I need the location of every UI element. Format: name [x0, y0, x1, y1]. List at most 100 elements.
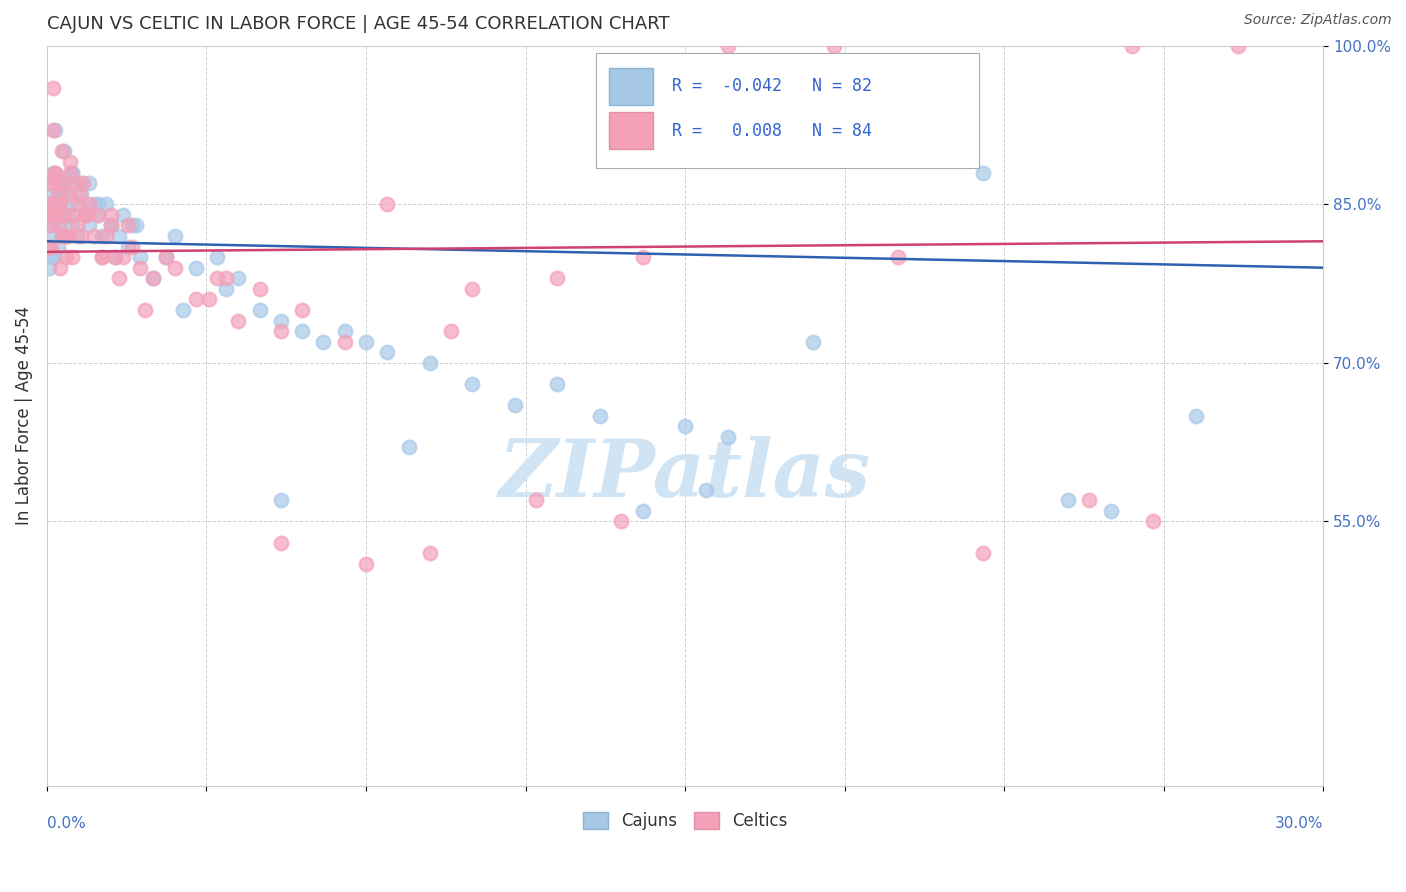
Text: R =   0.008   N = 84: R = 0.008 N = 84 [672, 122, 872, 140]
Point [39, 197, 62, 211]
Point [291, 303, 314, 318]
Point [503, 398, 526, 412]
Point [121, 219, 143, 233]
Text: Source: ZipAtlas.com: Source: ZipAtlas.com [1244, 13, 1392, 28]
Point [44, 123, 66, 137]
Point [48, 176, 70, 190]
Point [96, 229, 118, 244]
Text: 0.0%: 0.0% [46, 816, 86, 831]
Point [91, 229, 114, 244]
Point [270, 493, 292, 508]
Point [100, 219, 122, 233]
Point [134, 303, 156, 318]
Point [972, 546, 994, 560]
Point [38, 260, 60, 275]
Text: 30.0%: 30.0% [1275, 816, 1323, 831]
Point [56, 186, 79, 201]
Point [70, 176, 93, 190]
Point [39, 176, 62, 190]
Point [55, 250, 77, 264]
Point [91, 250, 114, 264]
Point [62, 165, 84, 179]
Point [163, 229, 186, 244]
Point [67, 197, 90, 211]
Point [45, 176, 67, 190]
Point [46, 186, 69, 201]
Point [419, 546, 441, 560]
Point [375, 197, 398, 211]
Point [51, 176, 73, 190]
Point [66, 229, 89, 244]
Point [117, 219, 139, 233]
Point [62, 165, 84, 179]
Point [44, 197, 66, 211]
Point [354, 557, 377, 571]
Point [51, 229, 73, 244]
Point [52, 145, 75, 159]
Point [205, 271, 228, 285]
Point [39, 239, 62, 253]
FancyBboxPatch shape [609, 112, 654, 149]
Point [1121, 38, 1143, 53]
Point [38, 239, 60, 253]
Point [46, 208, 69, 222]
Point [249, 303, 271, 318]
Point [117, 239, 139, 253]
Point [631, 504, 654, 518]
Point [163, 260, 186, 275]
Point [197, 293, 219, 307]
Point [56, 208, 79, 222]
Point [546, 271, 568, 285]
Point [39, 219, 62, 233]
Point [270, 535, 292, 549]
Point [52, 208, 75, 222]
Point [83, 197, 105, 211]
Point [51, 176, 73, 190]
Point [76, 208, 98, 222]
Point [1099, 504, 1122, 518]
Point [972, 165, 994, 179]
Point [52, 229, 75, 244]
Point [184, 293, 207, 307]
Point [38, 219, 60, 233]
Point [44, 208, 66, 222]
Legend: Cajuns, Celtics: Cajuns, Celtics [576, 805, 794, 837]
Point [104, 250, 127, 264]
Point [96, 197, 118, 211]
Point [42, 165, 65, 179]
Point [546, 377, 568, 392]
Point [44, 250, 66, 264]
Point [38, 197, 60, 211]
Point [270, 313, 292, 327]
Point [100, 219, 122, 233]
Point [62, 208, 84, 222]
Point [70, 186, 93, 201]
Point [291, 324, 314, 338]
Point [589, 409, 612, 423]
Point [312, 334, 335, 349]
Point [87, 197, 110, 211]
Point [44, 165, 66, 179]
Point [48, 197, 70, 211]
Point [108, 271, 131, 285]
Point [673, 419, 696, 434]
Point [44, 165, 66, 179]
Point [75, 208, 97, 222]
FancyBboxPatch shape [596, 53, 979, 168]
Point [1057, 493, 1080, 508]
Point [75, 208, 97, 222]
Point [51, 229, 73, 244]
Point [100, 219, 122, 233]
Point [79, 176, 101, 190]
Point [52, 186, 75, 201]
Point [333, 324, 356, 338]
Point [398, 441, 420, 455]
Point [66, 197, 89, 211]
Point [62, 250, 84, 264]
Point [91, 250, 114, 264]
Point [228, 271, 250, 285]
Point [87, 208, 110, 222]
Point [39, 208, 62, 222]
Y-axis label: In Labor Force | Age 45-54: In Labor Force | Age 45-54 [15, 306, 32, 525]
Point [205, 250, 228, 264]
